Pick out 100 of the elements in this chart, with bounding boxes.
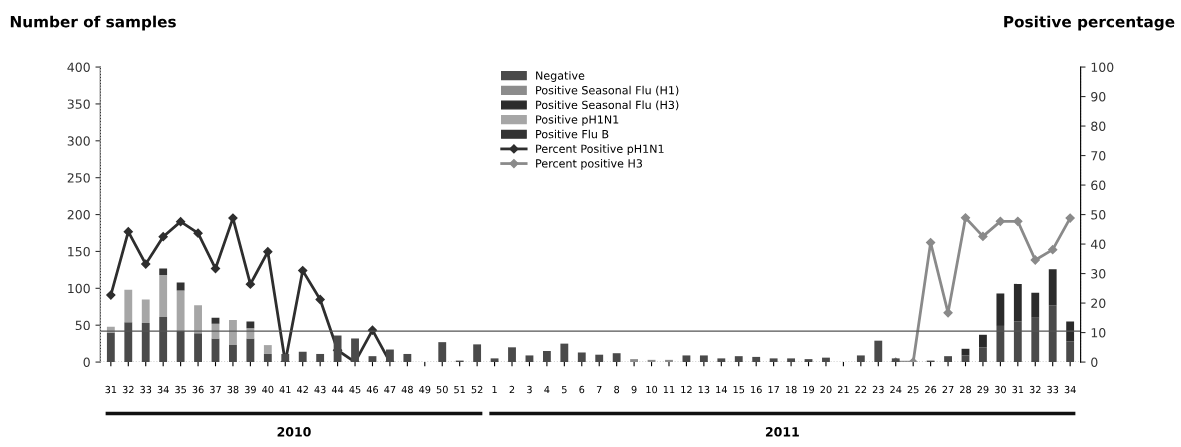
point	[158, 232, 168, 242]
x-tick-label: 33	[1047, 385, 1059, 394]
legend-label: Percent positive H3	[536, 159, 643, 170]
bar	[804, 359, 813, 363]
x-tick-label: 11	[663, 385, 675, 394]
bar	[194, 305, 202, 334]
point	[960, 213, 971, 223]
y-tick-label: 200	[67, 210, 90, 220]
x-tick-label: 27	[942, 385, 954, 394]
legend-label: Positive Flu B	[536, 129, 609, 139]
x-tick-label: 9	[631, 385, 637, 394]
y2-tick-label: 70	[1091, 151, 1106, 161]
x-tick-label: 42	[297, 385, 308, 394]
bar	[682, 355, 691, 363]
bar	[577, 352, 586, 363]
bar	[630, 359, 639, 363]
bar	[1013, 283, 1022, 322]
bar	[141, 299, 150, 323]
bar	[595, 354, 604, 363]
bar	[159, 268, 168, 276]
point	[298, 265, 308, 276]
x-tick-label: 14	[716, 385, 727, 394]
bar	[281, 353, 290, 363]
bar	[159, 275, 168, 318]
x-tick-label: 32	[122, 385, 134, 394]
x-tick-label: 39	[244, 385, 256, 394]
point	[1030, 255, 1040, 265]
legend-label: Positive pH1N1	[536, 115, 619, 126]
bar	[508, 347, 516, 363]
bar	[525, 355, 534, 363]
y2-tick-label: 90	[1091, 92, 1106, 102]
x-tick-label: 23	[872, 385, 884, 394]
bar	[246, 321, 255, 329]
bar	[263, 353, 272, 363]
x-tick-label: 16	[751, 385, 762, 394]
x-tick-label: 6	[579, 385, 585, 394]
bar	[211, 317, 220, 324]
x-tick-label: 47	[384, 385, 396, 394]
y-tick-label: 250	[67, 173, 90, 183]
y2-tick-label: 30	[1091, 269, 1106, 279]
x-tick-label: 1	[492, 385, 497, 394]
bar	[979, 334, 987, 348]
x-tick-label: 36	[192, 385, 204, 394]
x-tick-label: 26	[925, 385, 937, 394]
x-tick-label: 4	[544, 385, 550, 394]
point	[315, 294, 325, 305]
bar	[665, 359, 673, 363]
x-tick-label: 5	[561, 385, 567, 394]
y2-tick-label: 10	[1091, 328, 1106, 338]
x-tick-label: 17	[768, 385, 779, 394]
y2-tick-label: 20	[1091, 298, 1106, 308]
x-tick-label: 18	[785, 385, 797, 394]
bar	[787, 358, 796, 363]
bar	[1066, 341, 1075, 363]
point	[1065, 213, 1075, 223]
x-tick-label: 41	[279, 385, 291, 394]
y-tick-label: 0	[83, 357, 90, 367]
x-tick-label: 49	[419, 385, 431, 394]
bar	[944, 356, 952, 363]
bar	[752, 356, 761, 363]
bar	[560, 343, 569, 363]
x-tick-label: 12	[681, 385, 692, 394]
bar	[368, 356, 377, 363]
point	[1048, 245, 1058, 255]
x-tick-label: 21	[837, 385, 849, 394]
y2-tick-label: 100	[1091, 62, 1114, 72]
bar	[979, 347, 987, 363]
y2-tick-label: 40	[1090, 239, 1106, 249]
bar	[1048, 269, 1057, 306]
point	[106, 290, 116, 300]
bar	[490, 358, 499, 363]
y-axis-title: Number of samples	[10, 15, 176, 31]
y2-axis-title: Positive percentage	[1004, 15, 1175, 31]
bar	[996, 293, 1005, 326]
bar	[316, 353, 325, 363]
y-tick-label: 400	[67, 62, 90, 72]
x-tick-label: 37	[210, 385, 221, 394]
bar	[822, 357, 830, 363]
bar	[176, 282, 185, 291]
x-tick-label: 48	[401, 385, 413, 394]
x-tick-label: 45	[349, 385, 361, 394]
point	[141, 259, 151, 269]
point	[123, 227, 133, 237]
bar	[298, 351, 307, 363]
bar	[717, 358, 726, 363]
legend-label: Negative	[536, 71, 585, 82]
y-tick-label: 300	[67, 136, 90, 146]
bar	[734, 356, 743, 363]
y2-tick-label: 80	[1091, 121, 1106, 131]
text: 2010	[277, 427, 311, 437]
x-tick-label: 2	[509, 385, 515, 394]
bar	[769, 358, 778, 363]
x-tick-label: 22	[855, 385, 867, 394]
legend-label: Percent Positive pH1N1	[536, 144, 664, 156]
x-tick-label: 38	[227, 385, 239, 394]
bar	[124, 289, 133, 323]
x-tick-label: 13	[698, 385, 710, 394]
y2-tick-label: 60	[1091, 180, 1106, 190]
y-tick-label: 150	[68, 246, 90, 257]
x-tick-label: 19	[803, 385, 815, 394]
